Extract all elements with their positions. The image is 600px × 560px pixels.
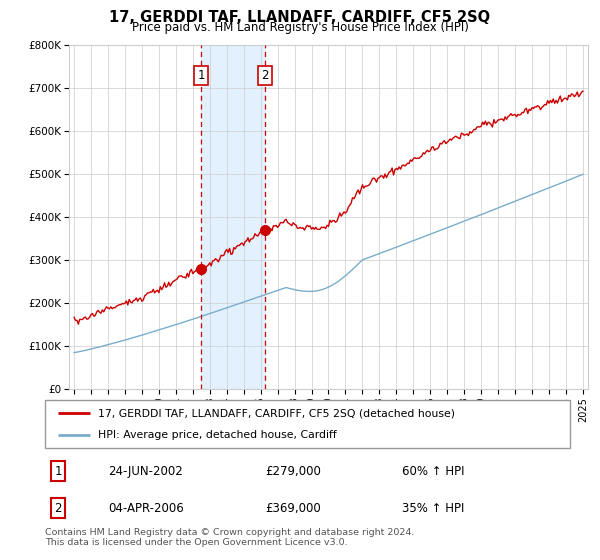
Text: £369,000: £369,000 (265, 502, 321, 515)
Text: 1: 1 (55, 465, 62, 478)
Text: 04-APR-2006: 04-APR-2006 (108, 502, 184, 515)
Text: £279,000: £279,000 (265, 465, 322, 478)
Text: 60% ↑ HPI: 60% ↑ HPI (402, 465, 464, 478)
Text: 1: 1 (197, 69, 205, 82)
Text: HPI: Average price, detached house, Cardiff: HPI: Average price, detached house, Card… (97, 430, 336, 440)
Bar (201, 45, 265, 389)
Text: 2: 2 (262, 69, 269, 82)
Text: 2: 2 (55, 502, 62, 515)
Text: 35% ↑ HPI: 35% ↑ HPI (402, 502, 464, 515)
Text: Contains HM Land Registry data © Crown copyright and database right 2024.
This d: Contains HM Land Registry data © Crown c… (45, 528, 415, 547)
Text: 17, GERDDI TAF, LLANDAFF, CARDIFF, CF5 2SQ (detached house): 17, GERDDI TAF, LLANDAFF, CARDIFF, CF5 2… (97, 408, 455, 418)
Text: 17, GERDDI TAF, LLANDAFF, CARDIFF, CF5 2SQ: 17, GERDDI TAF, LLANDAFF, CARDIFF, CF5 2… (109, 10, 491, 25)
Text: 24-JUN-2002: 24-JUN-2002 (108, 465, 183, 478)
Text: Price paid vs. HM Land Registry's House Price Index (HPI): Price paid vs. HM Land Registry's House … (131, 21, 469, 34)
